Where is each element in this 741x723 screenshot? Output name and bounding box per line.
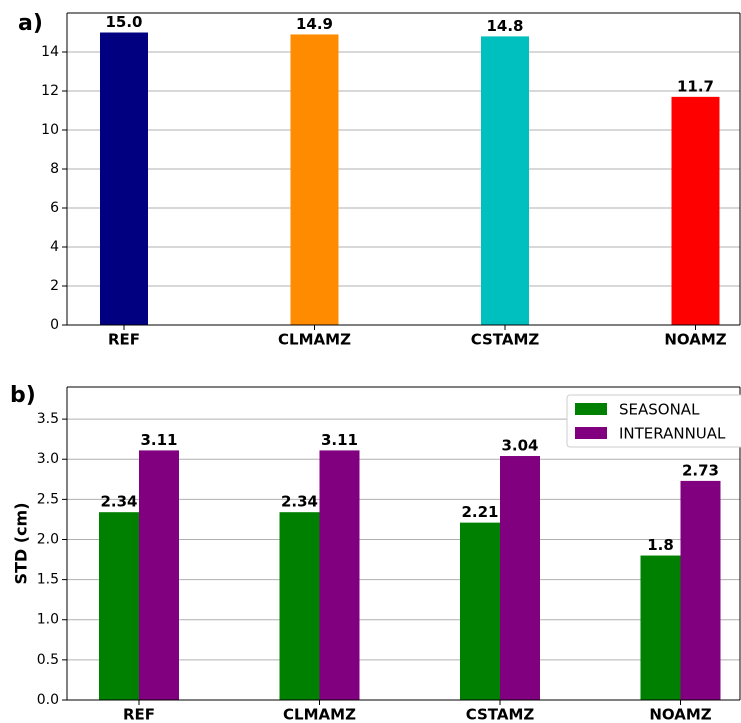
bar xyxy=(279,512,320,700)
value-label: 11.7 xyxy=(677,77,714,95)
value-label: 2.34 xyxy=(281,493,318,511)
x-tick-label: NOAMZ xyxy=(664,331,726,349)
value-label: 3.11 xyxy=(140,431,177,449)
y-tick-label: 3.5 xyxy=(37,411,59,427)
y-axis-label: STD (cm) xyxy=(12,502,31,584)
value-label: 2.21 xyxy=(461,503,498,521)
value-label: 3.04 xyxy=(501,437,538,455)
y-tick-label: 3.0 xyxy=(37,451,59,467)
value-label: 14.8 xyxy=(486,17,523,35)
y-tick-label: 8 xyxy=(50,161,59,177)
y-tick-label: 2.0 xyxy=(37,531,59,547)
legend-label: INTERANNUAL xyxy=(619,425,726,443)
value-label: 3.11 xyxy=(321,431,358,449)
y-tick-label: 2 xyxy=(50,278,59,294)
value-label: 1.8 xyxy=(647,536,674,554)
bar xyxy=(640,555,681,700)
bar xyxy=(139,450,179,700)
y-tick-label: 2.5 xyxy=(37,491,59,507)
bar xyxy=(671,96,720,325)
y-tick-label: 4 xyxy=(50,239,59,255)
y-tick-label: 0.0 xyxy=(37,692,59,708)
value-label: 2.34 xyxy=(100,493,137,511)
x-tick-label: REF xyxy=(123,706,155,723)
legend-label: SEASONAL xyxy=(619,401,700,419)
value-label: 14.9 xyxy=(296,15,333,33)
x-tick-label: CLMAMZ xyxy=(278,331,351,349)
x-tick-label: REF xyxy=(108,331,140,349)
x-tick-label: CLMAMZ xyxy=(283,706,356,723)
y-tick-label: 12 xyxy=(41,83,59,99)
x-tick-label: NOAMZ xyxy=(649,706,711,723)
y-tick-label: 0 xyxy=(50,317,59,333)
bar xyxy=(99,512,139,700)
bar xyxy=(680,480,721,700)
y-tick-label: 6 xyxy=(50,200,59,216)
legend-swatch xyxy=(575,427,607,439)
y-tick-label: 1.0 xyxy=(37,612,59,628)
bar xyxy=(500,456,540,700)
y-tick-label: 14 xyxy=(41,44,59,60)
value-label: 15.0 xyxy=(105,13,142,31)
bar xyxy=(319,450,360,700)
panel-label: a) xyxy=(18,11,43,36)
bar xyxy=(290,34,339,325)
x-tick-label: CSTAMZ xyxy=(466,706,535,723)
x-tick-label: CSTAMZ xyxy=(471,331,540,349)
value-label: 2.73 xyxy=(682,461,719,479)
y-tick-label: 10 xyxy=(41,122,59,138)
y-tick-label: 1.5 xyxy=(37,572,59,588)
y-tick-label: 0.5 xyxy=(37,652,59,668)
legend-swatch xyxy=(575,403,607,415)
legend-box xyxy=(566,394,741,448)
panel-label: b) xyxy=(10,383,36,408)
bar xyxy=(100,32,148,325)
bar xyxy=(460,522,500,700)
bar xyxy=(481,36,529,326)
